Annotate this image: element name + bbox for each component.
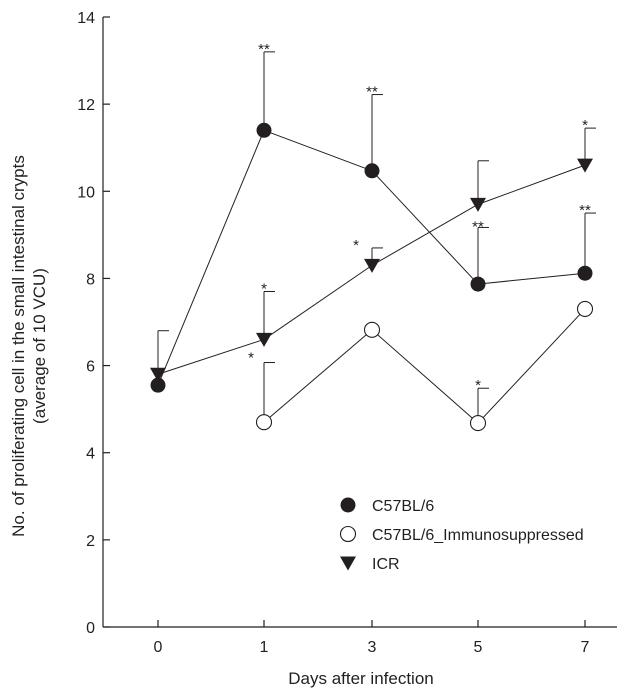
series-2-point [470,197,486,212]
series-1-point [255,414,273,431]
y-tick-label: 2 [86,533,95,550]
series-1-significance-label: * [248,350,254,367]
legend-label: ICR [372,556,400,573]
legend-marker [340,497,356,513]
x-tick-label: 1 [260,639,269,656]
legend-marker [340,556,356,571]
series-2-point [150,367,166,382]
series-1-line-segment [263,329,373,423]
legend-label: C57BL/6_Immunosuppressed [372,527,584,544]
y-tick-label: 12 [77,97,95,114]
y-tick-label: 4 [86,446,95,463]
series-0-line-segment [157,130,265,386]
series-2-line-segment [263,264,373,340]
y-tick-label: 0 [86,620,95,637]
series-2-line-segment [477,164,586,205]
y-axis-title: No. of proliferating cell in the small i… [9,155,28,537]
series-0-line-segment [371,170,479,285]
series-0-significance-label: ** [579,202,591,219]
series-0-point [470,276,486,292]
x-tick-label: 3 [368,639,377,656]
series-0-point [256,122,272,138]
x-tick-label: 7 [581,639,590,656]
y-tick-label: 8 [86,271,95,288]
y-tick-label: 6 [86,359,95,376]
series-0-point [364,163,380,179]
series-0-line-segment [263,129,373,172]
series-1-significance-label: * [475,377,481,394]
series-2-point [364,258,380,273]
series-1-line-segment [477,308,586,424]
series-2-significance-label: * [353,237,359,254]
series-0-line-segment [477,272,586,285]
series-1-point [363,321,381,338]
series-0-significance-label: ** [472,218,484,235]
series-0-significance-label: ** [258,41,270,58]
series-1-line-segment [371,329,479,424]
y-tick-label: 14 [77,10,95,27]
y-tick-label: 10 [77,184,95,201]
series-2-line-segment [157,338,265,375]
series-0-significance-label: ** [366,84,378,101]
series-2-line-segment [371,203,479,266]
legend-label: C57BL/6 [372,498,434,515]
series-2-significance-label: * [582,117,588,134]
legend-marker [339,525,357,543]
series-2-point [256,332,272,347]
series-2-significance-label: * [261,281,267,298]
series-1-point [469,415,487,432]
y-axis-subtitle: (average of 10 VCU) [30,268,49,424]
series-2-point [577,158,593,173]
series-0-point [577,265,593,281]
x-tick-label: 0 [154,639,163,656]
x-tick-label: 5 [474,639,483,656]
x-axis-title: Days after infection [288,669,434,688]
series-1-point [576,300,594,317]
